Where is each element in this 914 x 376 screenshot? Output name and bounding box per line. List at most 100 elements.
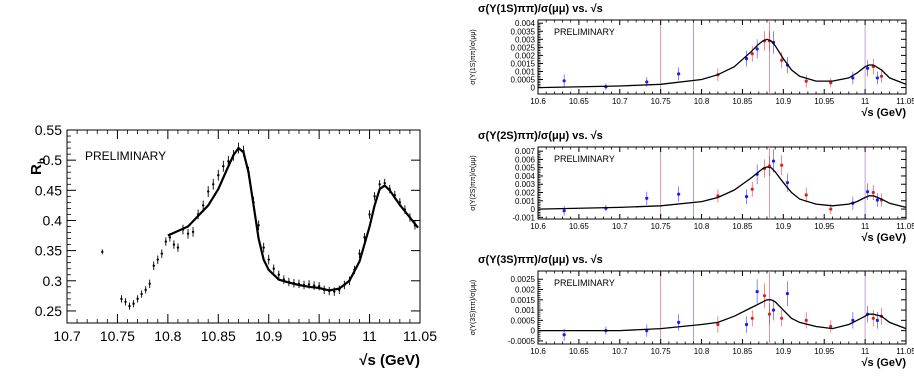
data-point [272,267,275,270]
data-point [875,318,879,322]
x-axis-title: √s (GeV) [861,107,906,119]
data-point [829,207,833,211]
x-tick-label: 10.6 [530,347,546,356]
data-point [645,196,649,200]
x-tick-label: 11.05 [896,347,914,356]
y-tick-label: 0.002 [515,189,536,198]
y-tick-label: 0.004 [515,19,536,28]
y-tick-label: 0.35 [35,243,62,259]
chart-panel-right-middle: 10.6 10.65 10.7 10.75 10.8 10.85 10.9 10.95 11 11… [470,130,914,244]
data-point [378,183,381,186]
data-point [875,76,879,80]
data-point [383,181,386,185]
x-tick-label: 10.8 [154,328,181,344]
x-tick-label: 10.9 [776,222,792,231]
data-point [750,187,754,191]
x-tick-label: 10.7 [612,222,628,231]
x-tick-label: 10.85 [732,222,753,231]
data-point [144,288,147,292]
panel-title: σ(Υ(2S)ππ)/σ(μμ) vs. √s [478,130,603,142]
data-point [804,193,808,197]
data-point [312,284,316,287]
y-tick-label: 0.0015 [511,59,536,68]
data-point [785,292,790,296]
y-axis-title-main: R [28,164,45,175]
data-point [262,246,265,249]
data-point [804,318,808,322]
y-tick-label: 0.0025 [511,275,536,284]
x-tick-label: 10.85 [732,97,753,106]
x-tick-label: 10.75 [651,347,672,356]
y-axis-title-sub: b [37,158,48,164]
data-point [750,52,754,56]
data-point [212,183,215,186]
y-tick-label: 0.0005 [511,316,536,325]
data-point [562,333,566,337]
data-point [865,66,870,70]
x-tick-label: 10.95 [814,97,835,106]
panel-title: σ(Υ(1S)ππ)/σ(μμ) vs. √s [478,3,603,15]
preliminary-label: PRELIMINARY [554,278,615,288]
data-point [829,324,833,329]
x-tick-label: 11.05 [896,222,914,231]
x-tick-label: 10.85 [732,347,753,356]
x-tick-label: 10.8 [694,97,710,106]
y-tick-label: 0.0025 [511,43,536,52]
x-tick-label: 10.65 [569,97,590,106]
data-point [879,74,884,78]
data-point [562,79,566,83]
x-tick-label: 10.7 [612,97,628,106]
data-point [101,250,104,254]
y-tick-label: 0.004 [515,172,536,181]
data-point [755,289,759,294]
x-tick-label: 10.65 [569,347,590,356]
data-point [201,204,205,207]
y-axis-title: σ(Υ(1S)ππ)/σ(μμ) [470,29,477,85]
x-tick-label: 11.05 [403,328,437,344]
y-tick-label: 0 [531,327,536,336]
preliminary-label: PRELIMINARY [85,149,166,163]
y-tick-label: 0.0005 [511,76,536,85]
data-point [152,264,155,267]
data-point [677,320,681,325]
data-point [176,246,180,249]
data-point [829,81,833,85]
x-axis-title: √s (GeV) [861,232,906,244]
plot-frame [537,146,907,220]
data-point [771,308,776,312]
data-point [333,290,336,293]
fit-curve [537,166,907,210]
x-tick-label: 10.6 [530,222,546,231]
y-tick-label: 0.25 [35,303,62,319]
data-point [191,230,195,234]
x-tick-label: 10.85 [201,328,236,344]
fit-curve [167,146,419,292]
x-tick-label: 10.7 [612,347,628,356]
data-series-0 [562,149,879,216]
y-tick-label: 0 [531,205,536,214]
y-tick-label: 0.003 [515,35,536,44]
data-point [744,57,749,61]
data-point [227,160,230,163]
data-point [363,236,366,239]
data-point [871,316,875,320]
data-point [128,304,131,308]
y-tick-label: 0.4 [43,212,63,228]
x-tick-label: 11 [861,347,870,356]
data-point [358,252,361,255]
data-point [851,76,855,80]
data-point [148,282,151,285]
x-tick-label: 11 [362,328,377,344]
x-tick-label: 10.75 [651,97,672,106]
y-tick-label: -0.001 [512,213,535,222]
data-point [780,58,784,62]
data-point [767,312,772,316]
data-point [132,302,135,305]
x-tick-label: 10.9 [776,97,792,106]
fit-curve [538,299,907,332]
y-axis-title: σ(Υ(2S)ππ)/σ(μμ) [470,155,477,211]
data-point [373,195,376,198]
y-tick-label: 0.5 [43,152,63,168]
data-point [156,258,159,261]
